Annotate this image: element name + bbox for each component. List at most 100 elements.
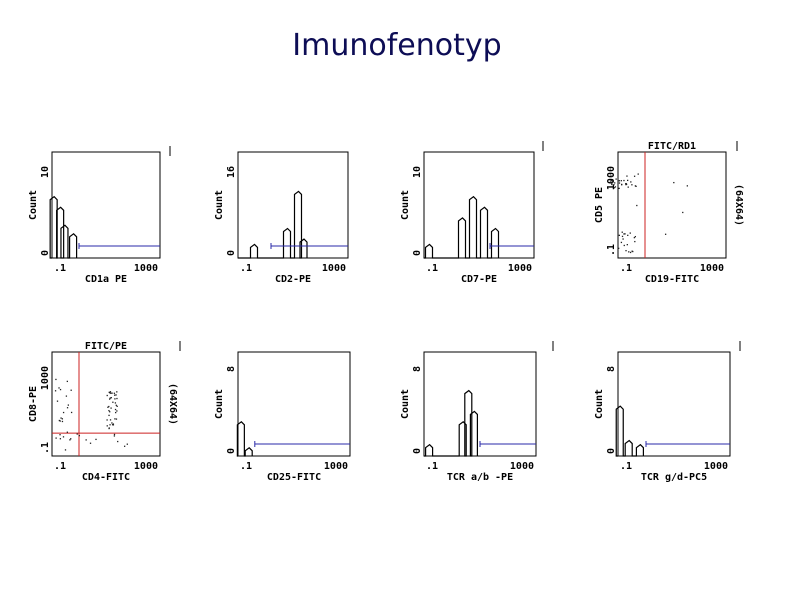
plot-frame [617,151,727,259]
y-tick-label: 0 [40,250,51,256]
y-tick-label: 10 [412,166,423,178]
event-dot [59,420,61,422]
x-axis-label: CD1a PE [85,274,127,285]
event-dot [67,404,69,406]
event-dot [114,418,116,420]
x-tick-label: 1000 [510,461,534,472]
event-dot [114,411,117,414]
event-dot [631,250,633,252]
event-dot [630,181,632,183]
event-dot [62,436,65,438]
x-tick-label: .1 [240,461,252,472]
panel-1: .1 1000 CD1a PE 0 10 Count [28,146,171,285]
event-dot [113,392,116,394]
event-dot [58,387,60,389]
event-dot [621,231,623,233]
event-dot [70,411,73,414]
event-dot [686,185,688,187]
plot-frame [51,151,161,259]
event-dot [110,407,112,409]
plot-title: FITC/PE [85,341,127,352]
event-dot [115,404,117,406]
x-tick-label: .1 [240,263,252,274]
event-dot [111,424,114,426]
event-dot [673,181,675,184]
y-axis-label: Count [594,389,605,419]
event-dot [625,183,627,185]
event-dot [636,204,638,207]
event-dot [610,180,612,182]
event-dot [114,402,117,404]
event-dot [611,183,613,185]
event-dot [633,175,636,177]
event-dot [116,410,118,412]
event-dot [109,411,111,413]
plot-frame [423,351,537,457]
event-dot [109,391,112,393]
event-dot [108,405,110,408]
resolution-label: (64X64) [167,383,178,425]
event-dot [618,234,620,236]
event-dot [108,391,110,394]
event-dot [110,392,112,394]
event-dot [618,187,620,190]
event-dot [116,391,118,393]
y-axis-label: Count [214,190,225,220]
y-tick-label: 0 [606,448,617,454]
x-axis-label: CD25-FITC [267,472,321,483]
histogram-trace [238,190,308,259]
y-axis-label: CD5 PE [594,187,605,223]
y-axis-label: Count [400,190,411,220]
y-tick-label: 8 [606,366,617,372]
x-tick-label: 1000 [134,263,158,274]
histogram-trace [236,421,253,457]
x-axis-label: CD4-FITC [82,472,130,483]
x-axis-label: CD2-PE [275,274,311,285]
event-dot [115,394,117,396]
x-tick-label: 1000 [324,461,348,472]
event-dot [614,186,617,188]
event-dot [59,434,61,436]
event-dot [85,439,87,441]
y-tick-label: 8 [412,366,423,372]
histogram-trace [424,195,500,259]
plot-frame [51,351,161,457]
x-tick-label: 1000 [700,263,724,274]
event-dot [621,184,623,186]
event-dot [664,233,667,235]
plot-frame [423,151,535,259]
event-dot [56,400,59,402]
event-dot [112,401,114,403]
event-dot [611,175,613,177]
event-dot [69,439,71,441]
event-dot [126,443,128,445]
panel-3: .1 1000 CD7-PE 0 10 Count [400,141,544,285]
event-dot [109,419,112,421]
event-dot [112,424,115,426]
event-dot [114,408,117,411]
event-dot [58,419,61,422]
event-dot [626,243,628,246]
event-dot [65,395,68,397]
y-tick-label: 0 [412,448,423,454]
event-dot [620,180,622,182]
y-tick-label: 10 [40,166,51,178]
event-dot [66,431,68,433]
x-tick-label: 1000 [704,461,728,472]
event-dot [117,440,119,443]
y-tick-label: 16 [226,166,237,178]
event-dot [623,233,625,235]
event-dot [62,411,65,414]
event-dot [123,445,126,447]
event-dot [60,417,62,419]
event-dot [611,180,614,182]
event-dot [116,397,118,400]
event-dot [637,173,639,175]
plot-frame [617,351,731,457]
event-dot [55,437,57,439]
event-dot [76,433,78,435]
y-tick-label: .1 [40,442,51,454]
